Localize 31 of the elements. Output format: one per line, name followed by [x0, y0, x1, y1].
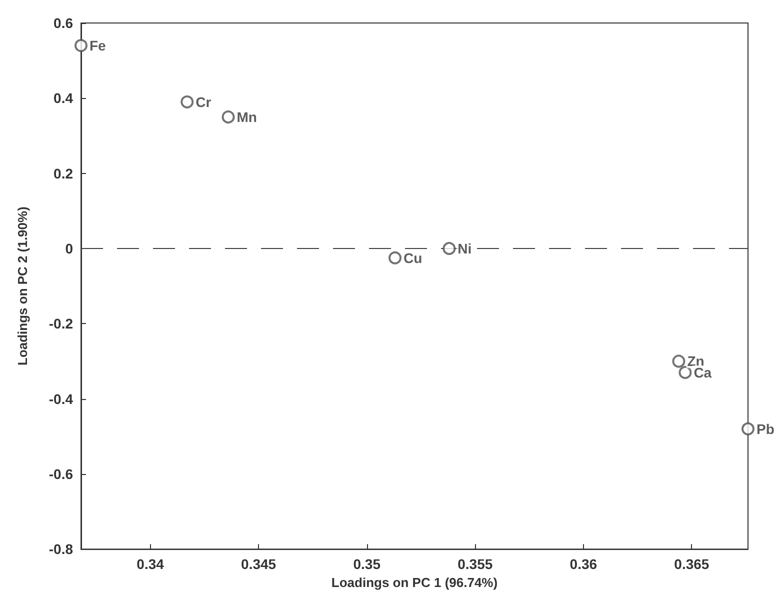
y-axis-title: Loadings on PC 2 (1.90%) [15, 206, 30, 366]
y-tick-label: -0.8 [48, 541, 74, 558]
series-label: Pb [756, 420, 774, 437]
series-label: Fe [90, 38, 106, 54]
x-tick-label: 0.36 [570, 556, 598, 572]
x-tick-label: 0.35 [353, 556, 381, 572]
x-tick-label: 0.34 [136, 556, 164, 572]
point [678, 366, 692, 379]
y-tick-label: 0.4 [54, 90, 74, 106]
point [180, 95, 194, 108]
y-tick-label: 0 [65, 240, 74, 256]
point [222, 110, 235, 124]
series-label: Cr [196, 94, 212, 110]
y-tick-label: -0.4 [48, 390, 74, 407]
x-tick-label: 0.345 [241, 556, 276, 572]
y-tick-label: 0.6 [54, 15, 74, 31]
x-tick-label: 0.355 [458, 556, 493, 572]
series-label: Cu [404, 250, 422, 266]
point [672, 354, 686, 368]
point [74, 39, 88, 52]
series-label: Ca [694, 364, 712, 380]
point [388, 251, 402, 264]
x-axis-title: Loadings on PC 1 (96.74%) [331, 575, 498, 590]
point [442, 242, 456, 255]
point [742, 422, 754, 436]
y-tick-label: -0.6 [48, 466, 74, 482]
series-label: Mn [236, 108, 257, 125]
series-label: Ni [458, 240, 472, 256]
y-tick-label: -0.2 [48, 316, 74, 332]
x-tick-label: 0.365 [674, 556, 710, 572]
y-tick-label: 0.2 [54, 165, 74, 182]
